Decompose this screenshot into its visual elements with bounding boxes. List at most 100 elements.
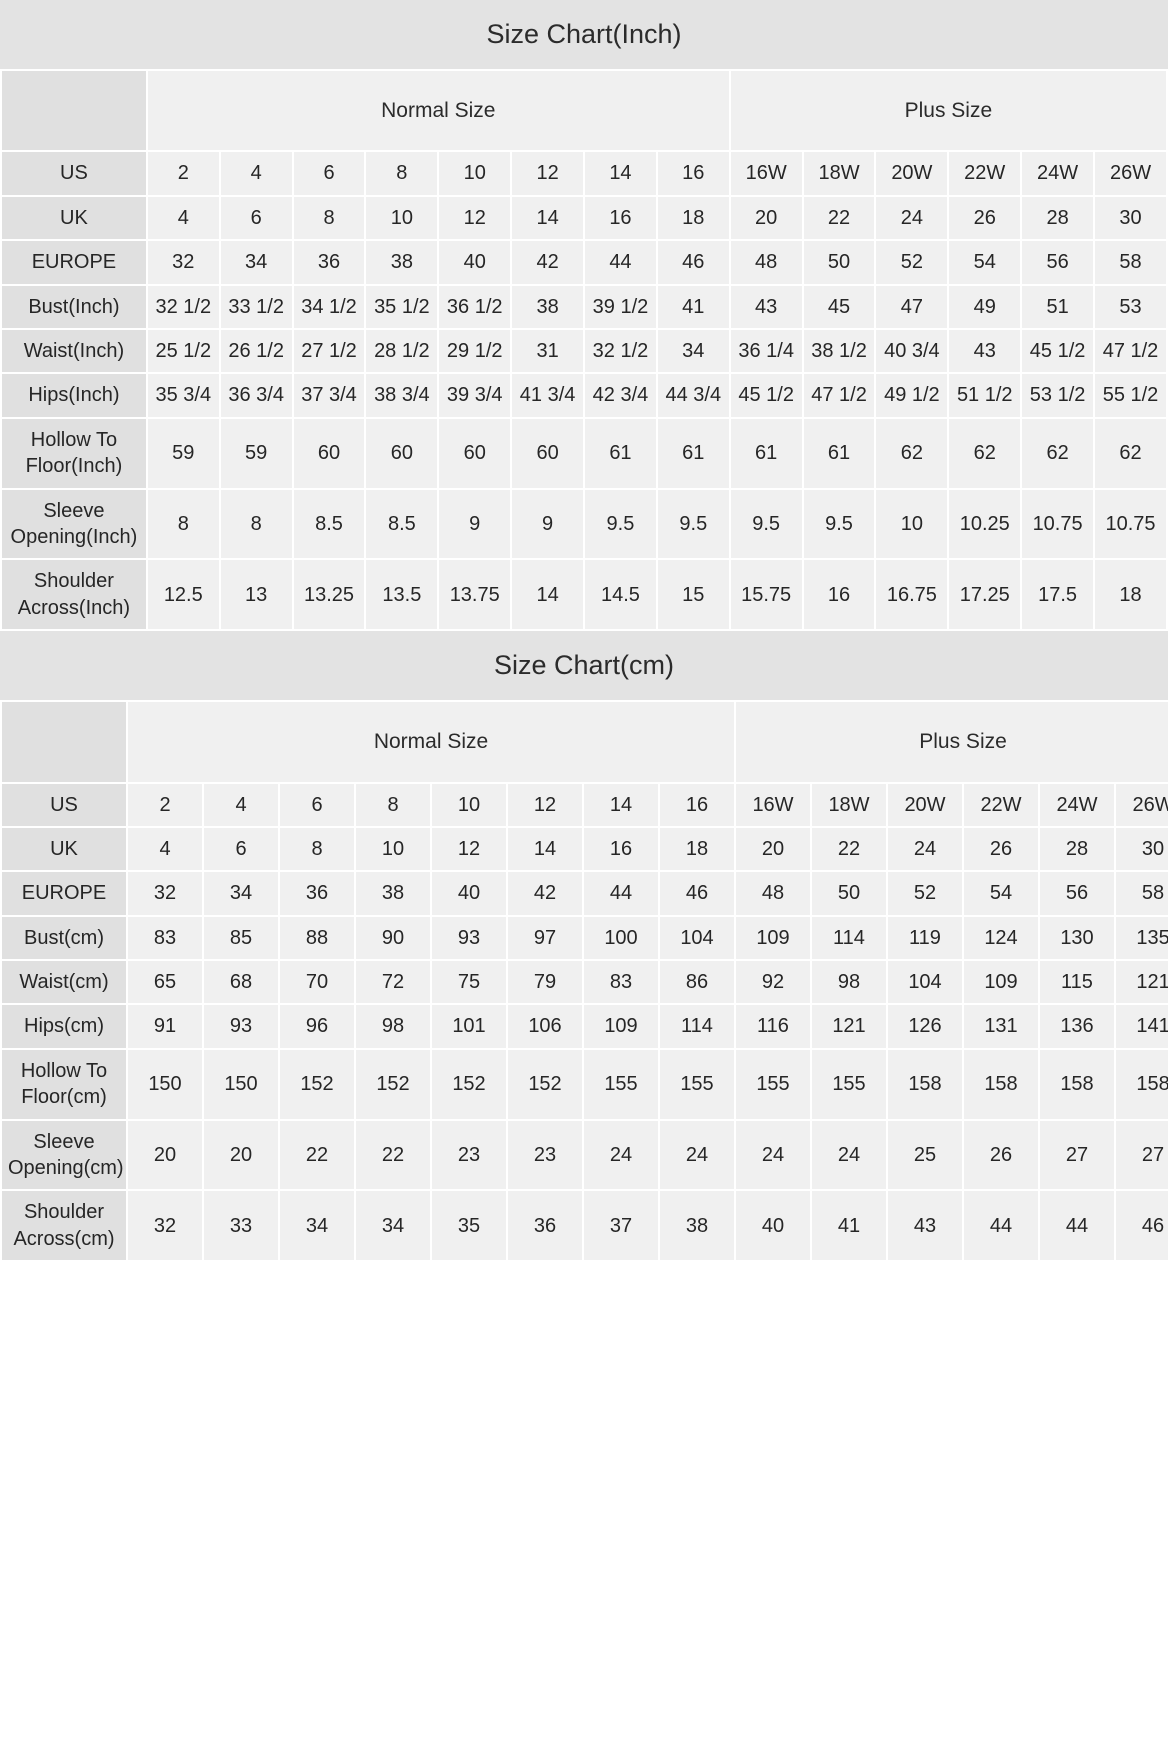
table-cell: 18 [657, 196, 729, 240]
table-cell: 58 [1116, 872, 1168, 915]
table-cell: 114 [812, 916, 886, 960]
table-cell: 61 [585, 418, 656, 488]
table-cell: 10 [876, 489, 948, 559]
table-cell: 20W [888, 783, 962, 826]
table-cell: 150 [204, 1049, 278, 1119]
table-cell: 52 [876, 241, 948, 284]
table-corner-cell [2, 701, 126, 782]
table-cell: 10.75 [1095, 489, 1166, 559]
table-cell: 8 [293, 196, 365, 240]
table-cell: 46 [1116, 1191, 1168, 1261]
table-cell: 9.5 [585, 489, 656, 559]
table-cell: 158 [964, 1049, 1038, 1119]
table-cell: 33 [204, 1191, 278, 1261]
group-header-row: Normal Size Plus Size [2, 701, 1168, 782]
table-cell: 14 [584, 783, 658, 826]
table-cell: 18 [660, 827, 734, 871]
group-header-plus-size: Plus Size [730, 70, 1166, 151]
table-cell: 46 [657, 241, 729, 284]
table-cell: 53 1/2 [1022, 374, 1094, 417]
table-cell: 26 [949, 196, 1021, 240]
table-cell: 106 [508, 1005, 582, 1048]
table-cell: 72 [356, 961, 430, 1004]
table-cell: 30 [1095, 196, 1166, 240]
table-cell: 38 3/4 [366, 374, 438, 417]
table-cell: 101 [432, 1005, 506, 1048]
table-cell: 25 [888, 1120, 962, 1190]
table-cell: 29 1/2 [439, 329, 511, 373]
table-cell: 17.25 [949, 560, 1021, 630]
table-cell: 41 3/4 [512, 374, 584, 417]
table-cell: 61 [803, 418, 875, 488]
table-cell: 158 [1040, 1049, 1114, 1119]
table-cell: 56 [1022, 241, 1094, 284]
table-cell: 158 [888, 1049, 962, 1119]
table-cell: 14 [508, 827, 582, 871]
table-cell: 13 [220, 560, 292, 630]
table-cell: 41 [812, 1191, 886, 1261]
table-cell: 15.75 [730, 560, 802, 630]
table-cell: 62 [1095, 418, 1166, 488]
table-cell: 43 [888, 1191, 962, 1261]
table-cell: 36 1/4 [730, 329, 802, 373]
table-cell: 155 [660, 1049, 734, 1119]
table-cell: 44 [1040, 1191, 1114, 1261]
table-cell: 24 [736, 1120, 810, 1190]
table-cell: 36 [293, 241, 365, 284]
table-cell: 16 [803, 560, 875, 630]
table-cell: 104 [888, 961, 962, 1004]
table-cell: 135 [1116, 916, 1168, 960]
table-cell: 12 [512, 152, 584, 195]
row-label-hipscm: Hips(cm) [2, 1005, 126, 1048]
table-cell: 18W [803, 152, 875, 195]
table-cell: 62 [1022, 418, 1094, 488]
table-cell: 24 [584, 1120, 658, 1190]
table-cell: 42 [508, 872, 582, 915]
table-cell: 53 [1095, 285, 1166, 328]
table-row: Bust(Inch) 32 1/2 33 1/2 34 1/2 35 1/2 36 1/2… [2, 285, 1166, 328]
table-cell: 48 [736, 872, 810, 915]
table-cell: 35 1/2 [366, 285, 438, 328]
table-cell: 26 [964, 827, 1038, 871]
chart-title-cm: Size Chart(cm) [0, 631, 1168, 700]
table-cell: 40 [736, 1191, 810, 1261]
table-cell: 27 1/2 [293, 329, 365, 373]
table-cell: 4 [220, 152, 292, 195]
row-label-bustcm: Bust(cm) [2, 916, 126, 960]
table-cell: 104 [660, 916, 734, 960]
row-label-us: US [2, 783, 126, 826]
table-cell: 10 [439, 152, 511, 195]
table-cell: 12 [432, 827, 506, 871]
row-label-sleeve-openinginch: Sleeve Opening(Inch) [2, 489, 146, 559]
table-cell: 126 [888, 1005, 962, 1048]
table-cell: 60 [366, 418, 438, 488]
table-cell: 24 [660, 1120, 734, 1190]
table-cell: 152 [508, 1049, 582, 1119]
table-cell: 46 [660, 872, 734, 915]
table-cell: 92 [736, 961, 810, 1004]
chart-title-inch: Size Chart(Inch) [0, 0, 1168, 69]
table-cell: 45 [803, 285, 875, 328]
table-cell: 8 [356, 783, 430, 826]
table-cell: 32 [147, 241, 219, 284]
table-cell: 109 [584, 1005, 658, 1048]
table-cell: 9 [439, 489, 511, 559]
table-cell: 32 1/2 [585, 329, 656, 373]
table-cell: 152 [432, 1049, 506, 1119]
table-cell: 22W [964, 783, 1038, 826]
table-row: US 2 4 6 8 10 12 14 16 16W 18W 20W 22W 24W 26W [2, 152, 1166, 195]
table-cell: 34 1/2 [293, 285, 365, 328]
size-chart-page: Size Chart(Inch) Normal Size Plus Size US 2… [0, 0, 1168, 1263]
table-cell: 48 [730, 241, 802, 284]
table-cell: 20 [128, 1120, 202, 1190]
table-cell: 8 [147, 489, 219, 559]
size-table-cm: Normal Size Plus Size US 2 4 6 8 10 12 14 16 16W 18W… [0, 699, 1168, 1263]
table-cell: 98 [356, 1005, 430, 1048]
table-row: Hips(Inch) 35 3/4 36 3/4 37 3/4 38 3/4 39 3/4… [2, 374, 1166, 417]
table-cell: 91 [128, 1005, 202, 1048]
table-cell: 130 [1040, 916, 1114, 960]
row-label-europe: EUROPE [2, 872, 126, 915]
table-cell: 26 1/2 [220, 329, 292, 373]
table-cell: 4 [204, 783, 278, 826]
table-cell: 20 [736, 827, 810, 871]
